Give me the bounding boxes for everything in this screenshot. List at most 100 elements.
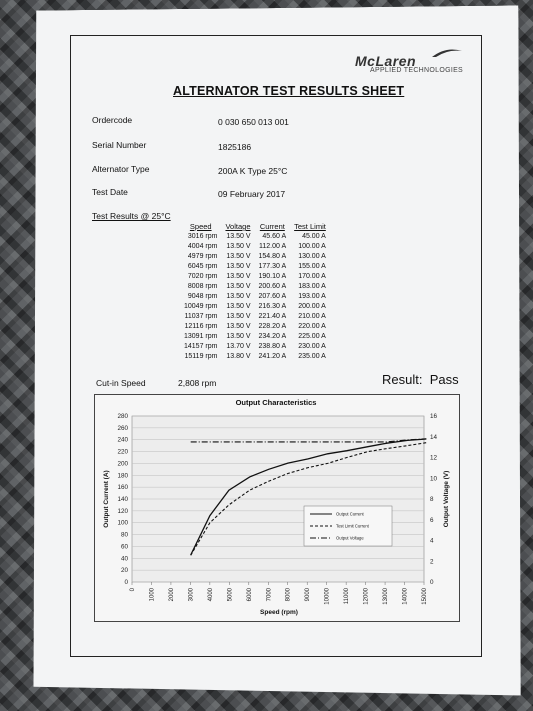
x-tick-label: 11000 (344, 587, 350, 604)
x-tick-label: 9000 (305, 587, 311, 601)
x-tick-label: 4000 (208, 587, 214, 601)
chart-title: Output Characteristics (236, 398, 317, 407)
table-cell: 13091 rpm (184, 333, 218, 340)
table-cell: 13.50 V (226, 303, 251, 310)
table-cell: 228.20 A (258, 323, 287, 330)
table-cell: 15119 rpm (184, 353, 218, 360)
y-tick-label: 220 (117, 449, 128, 456)
table-cell: 190.10 A (258, 273, 287, 280)
table-cell: 220.00 A (298, 323, 326, 330)
brand-subtitle: APPLIED TECHNOLOGIES (370, 67, 464, 74)
table-cell: 12116 rpm (184, 323, 218, 330)
x-tick-label: 2000 (169, 587, 175, 601)
y-tick-label: 140 (117, 496, 128, 503)
x-tick-label: 14000 (403, 587, 409, 604)
swoosh-icon (432, 49, 462, 57)
y-tick-label: 240 (117, 437, 128, 444)
table-row: 7020 rpm 13.50 V 190.10 A 170.00 A (180, 272, 330, 282)
table-row: 4004 rpm 13.50 V 112.00 A 100.00 A (180, 242, 330, 252)
x-tick-label: 1000 (149, 587, 155, 601)
x-tick-label: 5000 (227, 587, 233, 601)
y-tick-label: 120 (117, 508, 128, 515)
table-cell: 13.50 V (226, 323, 251, 330)
series-line-0 (190, 438, 427, 556)
x-axis-label: Speed (rpm) (260, 609, 298, 616)
y2-tick-label: 12 (430, 455, 438, 462)
y2-tick-label: 8 (430, 496, 434, 503)
table-cell: 8008 rpm (187, 283, 218, 290)
y-tick-label: 20 (121, 567, 129, 574)
table-cell: 7020 rpm (187, 273, 218, 280)
alternator-type-label: Alternator Type (92, 164, 150, 174)
table-row: 11037 rpm 13.50 V 221.40 A 210.00 A (180, 312, 330, 322)
y-tick-label: 60 (121, 543, 129, 550)
y-tick-label: 200 (117, 460, 128, 467)
table-cell: 45.00 A (302, 233, 326, 240)
table-cell: 230.00 A (298, 343, 326, 350)
test-date-value: 09 February 2017 (218, 189, 286, 199)
y2-tick-label: 14 (430, 434, 438, 441)
output-characteristics-chart: Output Characteristics Speed (rpm) Outpu… (103, 398, 450, 616)
table-cell: 170.00 A (298, 273, 326, 280)
table-cell: 13.50 V (226, 253, 251, 260)
table-cell: 6045 rpm (187, 263, 218, 270)
legend-label: Output Current (336, 512, 365, 517)
x-tick-label: 6000 (247, 587, 253, 601)
table-cell: 234.20 A (258, 333, 287, 340)
y-tick-label: 40 (121, 555, 129, 562)
table-header-row: Speed Voltage Current Test Limit (180, 222, 330, 232)
table-row: 4979 rpm 13.50 V 154.80 A 130.00 A (180, 252, 330, 262)
x-tick-label: 12000 (364, 587, 370, 604)
y-tick-label: 80 (121, 532, 129, 539)
table-cell: 13.50 V (226, 233, 251, 240)
y2-tick-label: 4 (430, 538, 434, 545)
series-line-1 (190, 442, 427, 556)
serial-number-value: 1825186 (218, 142, 252, 152)
table-cell: 200.60 A (258, 283, 287, 290)
table-cell: 112.00 A (259, 243, 287, 250)
table-cell: 183.00 A (298, 283, 326, 290)
test-date-label: Test Date (92, 187, 128, 197)
table-cell: 4979 rpm (187, 253, 218, 260)
table-cell: 154.80 A (258, 253, 287, 260)
legend-label: Test Limit Current (336, 524, 370, 529)
table-row: 15119 rpm 13.80 V 241.20 A 235.00 A (180, 352, 330, 362)
table-cell: 10049 rpm (184, 303, 218, 310)
table-cell: 100.00 A (298, 243, 326, 250)
table-cell: 9048 rpm (187, 293, 218, 300)
table-cell: 13.50 V (226, 273, 251, 280)
table-cell: 155.00 A (298, 263, 326, 270)
table-cell: 200.00 A (298, 303, 326, 310)
x-tick-label: 0 (130, 587, 136, 591)
y-tick-label: 0 (124, 579, 128, 586)
results-heading: Test Results @ 25°C (92, 211, 171, 221)
y-tick-label: 180 (117, 472, 128, 479)
document-frame (70, 35, 482, 657)
cut-in-speed-label: Cut-in Speed (96, 378, 146, 388)
x-tick-label: 7000 (266, 587, 272, 601)
legend-label: Output Voltage (336, 536, 364, 541)
table-cell: 210.00 A (298, 313, 326, 320)
table-cell: 13.50 V (226, 293, 251, 300)
table-cell: 11037 rpm (184, 313, 218, 320)
y2-tick-label: 6 (430, 517, 434, 524)
results-table: Speed Voltage Current Test Limit 3016 rp… (180, 222, 330, 362)
series-line-2 (190, 438, 427, 443)
table-cell: 13.50 V (226, 283, 251, 290)
table-cell: 130.00 A (298, 253, 326, 260)
y-tick-label: 100 (117, 520, 128, 527)
y2-tick-label: 2 (430, 558, 434, 565)
table-cell: 13.50 V (226, 313, 251, 320)
table-cell: 177.30 A (258, 263, 287, 270)
table-cell: 14157 rpm (184, 343, 218, 350)
table-cell: 13.70 V (226, 343, 251, 350)
x-tick-label: 8000 (286, 587, 292, 601)
table-cell: 4004 rpm (187, 243, 218, 250)
x-tick-label: 10000 (325, 587, 331, 604)
table-row: 8008 rpm 13.50 V 200.60 A 183.00 A (180, 282, 330, 292)
x-tick-label: 3000 (188, 587, 194, 601)
result-status: Result: Pass (382, 372, 459, 387)
y2-tick-label: 10 (430, 475, 438, 482)
table-cell: 13.80 V (226, 353, 251, 360)
table-cell: 225.00 A (298, 333, 326, 340)
